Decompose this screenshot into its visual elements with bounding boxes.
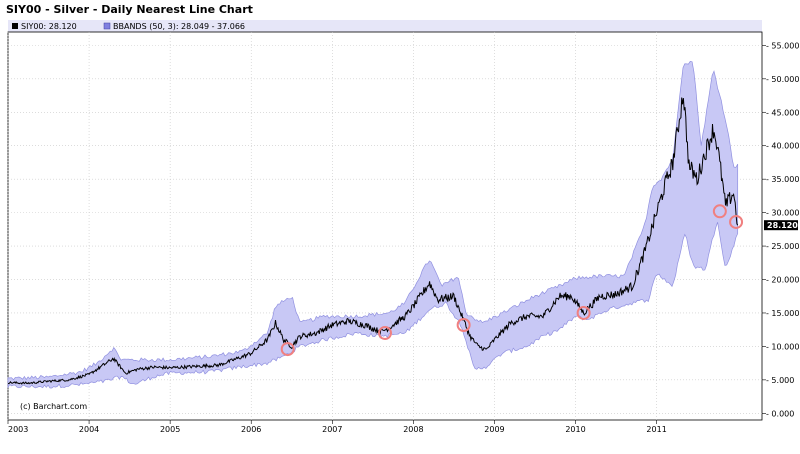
bband-area [7, 61, 739, 389]
credit-text: (c) Barchart.com [20, 402, 87, 411]
x-tick-label: 2007 [322, 425, 342, 434]
legend: SIY00: 28.120 BBANDS (50, 3): 28.049 - 3… [8, 20, 762, 32]
last-value-tag: 28.120 [764, 220, 798, 231]
y-tick-label: - 35.000 [766, 175, 799, 184]
legend-bar [8, 20, 762, 32]
y-tick-label: - 50.000 [766, 75, 799, 84]
legend-label-bbands: BBANDS (50, 3): 28.049 - 37.066 [113, 22, 245, 31]
bollinger-band [7, 61, 739, 389]
highlight-marker [729, 214, 744, 229]
highlight-marker [576, 305, 591, 320]
y-tick-label: - 40.000 [766, 142, 799, 151]
x-tick-label: 2008 [403, 425, 423, 434]
highlight-marker [280, 342, 295, 357]
legend-label-price: SIY00: 28.120 [21, 22, 77, 31]
y-tick-label: - 30.000 [766, 209, 799, 218]
x-tick-label: 2010 [565, 425, 585, 434]
highlight-markers [280, 204, 744, 357]
y-tick-label: - 0.000 [766, 409, 794, 418]
y-tick-label: - 55.000 [766, 41, 799, 50]
price-series [7, 97, 739, 385]
x-tick-label: 2006 [241, 425, 261, 434]
last-value-label: 28.120 [767, 221, 798, 230]
highlight-marker [456, 318, 471, 333]
y-tick-label: - 45.000 [766, 108, 799, 117]
legend-swatch-price [12, 23, 18, 29]
x-tick-label: 2004 [79, 425, 99, 434]
x-tick-label: 2009 [484, 425, 504, 434]
y-tick-label: - 20.000 [766, 276, 799, 285]
x-axis: 2003 2004 2005 2006 2007 2008 2009 2010 2011 [7, 420, 667, 434]
y-tick-label: - 5.000 [766, 376, 794, 385]
plot-area [7, 31, 763, 421]
chart-title: SIY00 - Silver - Daily Nearest Line Char… [6, 3, 253, 16]
last-value-background [764, 220, 798, 231]
legend-swatch-bbands [103, 22, 111, 30]
price-line [7, 97, 739, 385]
y-tick-label: - 25.000 [766, 242, 799, 251]
y-tick-label: - 10.000 [766, 342, 799, 351]
x-tick-label: 2011 [646, 425, 666, 434]
y-tick-label: - 15.000 [766, 309, 799, 318]
x-tick-label: 2005 [160, 425, 180, 434]
y-axis: - 0.000 - 5.000 - 10.000 - 15.000 - 20.000 - … [762, 41, 799, 418]
highlight-marker [712, 204, 727, 219]
x-tick-label: 2003 [8, 425, 28, 434]
highlight-marker [378, 326, 392, 341]
